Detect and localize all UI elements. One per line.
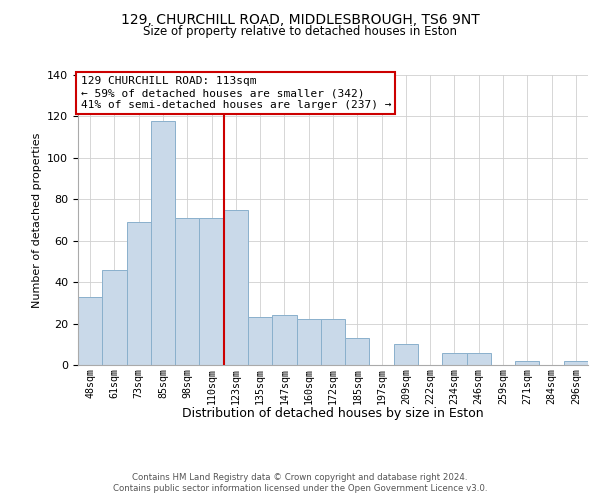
Bar	[564, 361, 588, 365]
Bar	[515, 361, 539, 365]
Text: Contains HM Land Registry data © Crown copyright and database right 2024.: Contains HM Land Registry data © Crown c…	[132, 472, 468, 482]
Y-axis label: Number of detached properties: Number of detached properties	[32, 132, 41, 308]
Bar	[394, 344, 418, 365]
Text: 129, CHURCHILL ROAD, MIDDLESBROUGH, TS6 9NT: 129, CHURCHILL ROAD, MIDDLESBROUGH, TS6 …	[121, 12, 479, 26]
Bar	[78, 296, 102, 365]
Bar	[175, 218, 199, 365]
Bar	[224, 210, 248, 365]
Bar	[296, 320, 321, 365]
Bar	[151, 120, 175, 365]
Bar	[345, 338, 370, 365]
Bar	[127, 222, 151, 365]
Bar	[321, 320, 345, 365]
Text: Distribution of detached houses by size in Eston: Distribution of detached houses by size …	[182, 408, 484, 420]
Bar	[467, 352, 491, 365]
Text: Contains public sector information licensed under the Open Government Licence v3: Contains public sector information licen…	[113, 484, 487, 493]
Bar	[248, 318, 272, 365]
Bar	[272, 316, 296, 365]
Bar	[199, 218, 224, 365]
Text: 129 CHURCHILL ROAD: 113sqm
← 59% of detached houses are smaller (342)
41% of sem: 129 CHURCHILL ROAD: 113sqm ← 59% of deta…	[80, 76, 391, 110]
Bar	[442, 352, 467, 365]
Bar	[102, 270, 127, 365]
Text: Size of property relative to detached houses in Eston: Size of property relative to detached ho…	[143, 25, 457, 38]
